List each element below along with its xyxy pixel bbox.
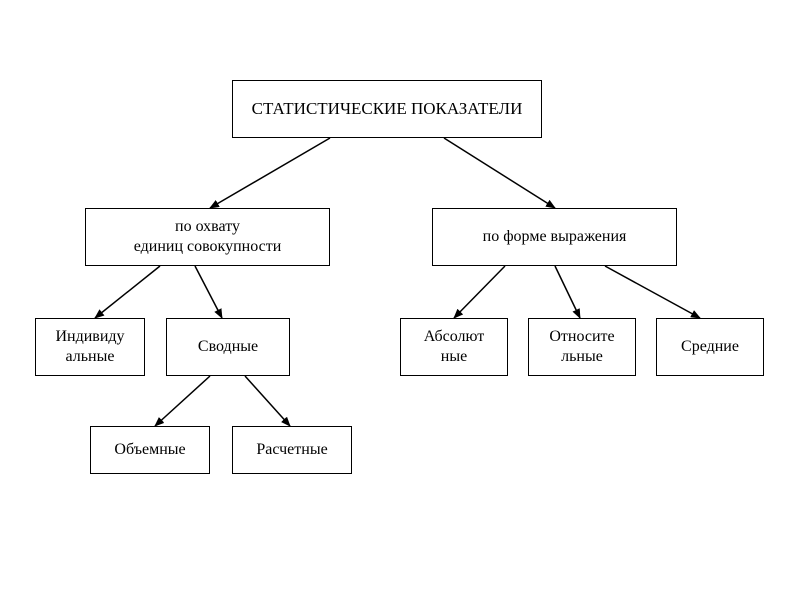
edge-l1b-to-avg: [605, 266, 700, 318]
node-avg-label: Средние: [663, 337, 757, 357]
edge-root-to-l1a: [210, 138, 330, 208]
node-abs-label: Абсолютные: [407, 327, 501, 367]
edge-l1b-to-rel: [555, 266, 580, 318]
node-svod-label: Сводные: [173, 337, 283, 357]
edge-root-to-l1b: [444, 138, 555, 208]
node-l1a: по охватуединиц совокупности: [85, 208, 330, 266]
node-calc-label: Расчетные: [239, 440, 345, 460]
node-ind: Индивидуальные: [35, 318, 145, 376]
node-rel: Относительные: [528, 318, 636, 376]
node-l1b-label: по форме выражения: [439, 227, 670, 247]
edge-l1a-to-ind: [95, 266, 160, 318]
node-root-label: СТАТИСТИЧЕСКИЕ ПОКАЗАТЕЛИ: [239, 98, 535, 119]
node-ind-label: Индивидуальные: [42, 327, 138, 367]
node-l1a-label: по охватуединиц совокупности: [92, 217, 323, 257]
edge-l1a-to-svod: [195, 266, 222, 318]
node-vol-label: Объемные: [97, 440, 203, 460]
node-abs: Абсолютные: [400, 318, 508, 376]
node-l1b: по форме выражения: [432, 208, 677, 266]
node-calc: Расчетные: [232, 426, 352, 474]
edge-l1b-to-abs: [454, 266, 505, 318]
node-svod: Сводные: [166, 318, 290, 376]
node-avg: Средние: [656, 318, 764, 376]
node-root: СТАТИСТИЧЕСКИЕ ПОКАЗАТЕЛИ: [232, 80, 542, 138]
edge-svod-to-calc: [245, 376, 290, 426]
edge-svod-to-vol: [155, 376, 210, 426]
node-vol: Объемные: [90, 426, 210, 474]
node-rel-label: Относительные: [535, 327, 629, 367]
